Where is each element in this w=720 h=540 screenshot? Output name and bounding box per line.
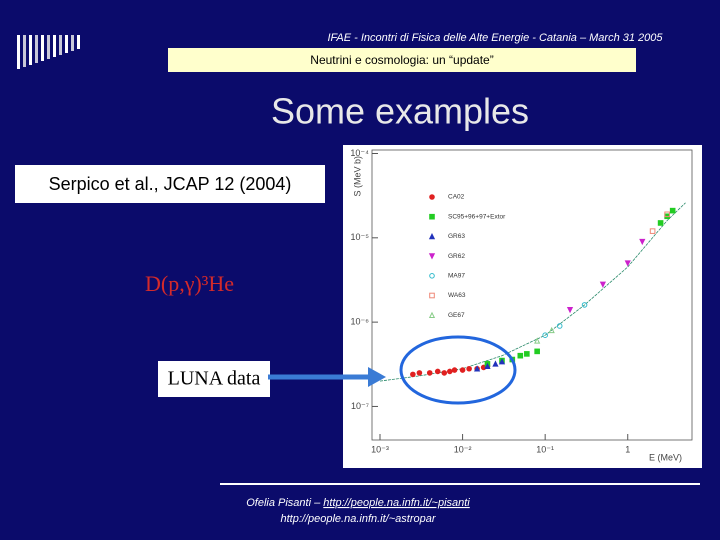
topic: Neutrini e cosmologia: un “update” bbox=[310, 53, 493, 67]
legend-label: GR63 bbox=[448, 233, 465, 240]
highlight-ellipse bbox=[399, 335, 517, 405]
point bbox=[441, 370, 448, 376]
callout: LUNA data bbox=[168, 368, 261, 390]
point bbox=[474, 365, 481, 372]
point bbox=[534, 348, 540, 355]
legend-marker bbox=[429, 213, 435, 220]
point bbox=[492, 360, 499, 367]
deco-bar bbox=[23, 35, 26, 67]
reaction: D(p,γ)³He bbox=[145, 271, 234, 296]
legend-marker bbox=[429, 292, 435, 299]
curve bbox=[379, 202, 686, 382]
legend-marker bbox=[429, 194, 435, 200]
x-axis-label: E (MeV) bbox=[649, 452, 682, 462]
legend-marker bbox=[428, 311, 436, 318]
y-tick-label: 10⁻⁴ bbox=[350, 148, 369, 158]
deco-bar bbox=[59, 35, 62, 55]
plot-frame bbox=[371, 149, 693, 441]
legend-label: GE67 bbox=[448, 312, 465, 319]
legend-label: SC95+96+97+Extor bbox=[448, 213, 506, 220]
x-tick-label: 10⁻³ bbox=[371, 444, 389, 454]
point bbox=[416, 370, 423, 376]
y-axis-label: S (MeV b) bbox=[352, 156, 362, 197]
point bbox=[566, 307, 574, 314]
point bbox=[639, 238, 646, 246]
citation-box bbox=[15, 165, 325, 203]
deco-bar bbox=[71, 35, 74, 51]
y-tick-label: 10⁻⁶ bbox=[351, 317, 370, 327]
point bbox=[581, 302, 588, 308]
point bbox=[669, 207, 676, 214]
point bbox=[657, 220, 664, 226]
point bbox=[434, 368, 441, 375]
legend-marker bbox=[428, 253, 436, 260]
point bbox=[534, 337, 541, 344]
y-tick-label: 10⁻⁷ bbox=[351, 401, 369, 411]
conference: IFAE - Incontri di Fisica delle Alte Ene… bbox=[327, 32, 663, 44]
legend-marker bbox=[429, 273, 435, 279]
footer-link[interactable]: http://people.na.infn.it/~pisanti bbox=[323, 497, 470, 509]
point bbox=[484, 362, 491, 370]
decoration bbox=[17, 35, 80, 69]
deco-bar bbox=[53, 35, 56, 57]
deco-bar bbox=[29, 35, 32, 65]
point bbox=[649, 228, 656, 234]
slide-title: Some examples bbox=[271, 91, 529, 132]
arrow-head bbox=[368, 367, 386, 387]
point bbox=[410, 371, 416, 378]
deco-bar bbox=[65, 35, 68, 53]
point bbox=[517, 352, 524, 359]
deco-bar bbox=[41, 35, 44, 61]
footer-author: Ofelia Pisanti – bbox=[246, 497, 321, 509]
legend-label: GR62 bbox=[448, 253, 465, 260]
deco-bar bbox=[47, 35, 50, 59]
point bbox=[548, 326, 555, 334]
point bbox=[664, 211, 670, 218]
footer-author-line: Ofelia Pisanti – http://people.na.infn.i… bbox=[246, 497, 470, 509]
x-tick-label: 10⁻² bbox=[454, 444, 472, 454]
x-tick-label: 10⁻¹ bbox=[536, 444, 554, 454]
point bbox=[556, 323, 563, 329]
point bbox=[542, 332, 548, 338]
point bbox=[524, 351, 530, 357]
legend-label: CA02 bbox=[448, 194, 465, 201]
x-tick-label: 1 bbox=[625, 444, 630, 454]
plot-background bbox=[343, 145, 702, 468]
topic-box bbox=[168, 48, 636, 72]
point bbox=[624, 260, 631, 267]
legend-marker bbox=[428, 232, 436, 240]
point bbox=[446, 368, 453, 375]
footer-site: http://people.na.infn.it/~astropar bbox=[280, 513, 436, 525]
point bbox=[459, 367, 466, 373]
point bbox=[451, 367, 458, 373]
point bbox=[599, 281, 606, 288]
deco-bar bbox=[35, 35, 38, 63]
point bbox=[498, 358, 506, 365]
point bbox=[466, 365, 472, 372]
point bbox=[426, 370, 433, 376]
callout-box bbox=[158, 361, 270, 397]
deco-bar bbox=[17, 35, 20, 69]
citation: Serpico et al., JCAP 12 (2004) bbox=[49, 174, 292, 194]
deco-bar bbox=[77, 35, 80, 49]
plot: 10⁻³ 10⁻² 10⁻¹ 1 10⁻⁷ 10⁻⁶ 10⁻⁵ 10⁻⁴ E (MeV) S (M… bbox=[350, 148, 693, 462]
legend-label: WA63 bbox=[448, 292, 466, 299]
legend-label: MA97 bbox=[448, 273, 465, 280]
y-tick-label: 10⁻⁵ bbox=[351, 232, 370, 242]
